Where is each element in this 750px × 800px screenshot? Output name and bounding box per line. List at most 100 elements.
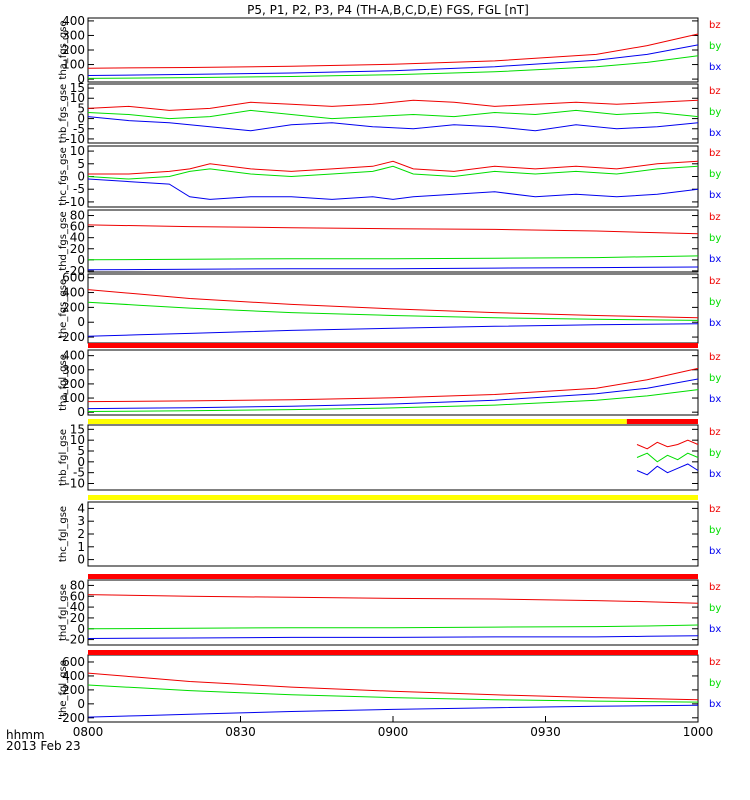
y-tick-label: 5	[77, 101, 85, 115]
legend-by: by	[709, 297, 721, 308]
status-bar-segment	[88, 419, 627, 424]
legend-bz: bz	[709, 212, 721, 223]
legend-by: by	[709, 373, 721, 384]
legend-by: by	[709, 603, 721, 614]
legend-bz: bz	[709, 582, 721, 593]
legend-bx: bx	[709, 254, 721, 265]
y-tick-label: -5	[73, 122, 85, 136]
panel-frame	[87, 209, 699, 273]
series-line-bz	[636, 439, 699, 450]
series-line-by	[87, 301, 699, 321]
x-axis-date-label: 2013 Feb 23	[6, 739, 81, 753]
series-line-bz	[87, 672, 699, 701]
y-tick-label: 15	[70, 422, 85, 436]
series-line-by	[87, 624, 699, 630]
legend-bz: bz	[709, 504, 721, 515]
series-line-by	[87, 109, 699, 120]
legend-bz: bz	[709, 427, 721, 438]
y-tick-label: 10	[70, 91, 85, 105]
y-tick-label: -5	[73, 466, 85, 480]
status-bar-segment	[626, 419, 698, 424]
y-tick-label: 0	[77, 553, 85, 567]
y-tick-label: -200	[58, 711, 85, 725]
panel-ylabel: the_fgs_gse	[58, 279, 69, 338]
y-tick-label: 10	[70, 433, 85, 447]
panel-frame	[87, 83, 699, 144]
legend-bz: bz	[709, 86, 721, 97]
panel-frame	[87, 424, 699, 491]
panel-ylabel: tha_fgl_gse	[58, 354, 69, 411]
y-tick-label: 40	[70, 600, 85, 614]
series-line-by	[87, 389, 699, 412]
legend-bx: bx	[709, 699, 721, 710]
status-bar-segment	[88, 650, 698, 655]
y-tick-label: 15	[70, 81, 85, 95]
series-line-bx	[636, 463, 699, 476]
y-tick-label: 200	[62, 377, 85, 391]
legend-by: by	[709, 678, 721, 689]
y-tick-label: 400	[62, 349, 85, 363]
series-line-by	[87, 684, 699, 703]
y-tick-label: 0	[77, 315, 85, 329]
y-tick-label: 5	[77, 444, 85, 458]
y-tick-label: -200	[58, 330, 85, 344]
series-line-by	[87, 165, 699, 180]
y-tick-label: 100	[62, 391, 85, 405]
panel-frame	[87, 17, 699, 83]
y-tick-label: 20	[70, 611, 85, 625]
y-tick-label: 3	[77, 514, 85, 528]
panel-frame	[87, 579, 699, 646]
panel-ylabel: thd_fgl_gse	[58, 584, 69, 641]
y-tick-label: 0	[77, 253, 85, 267]
legend-bx: bx	[709, 62, 721, 73]
x-tick-label: 0800	[73, 725, 104, 739]
legend-by: by	[709, 169, 721, 180]
y-tick-label: -20	[65, 633, 85, 647]
panel-ylabel: the_fgl_gse	[58, 660, 69, 717]
y-tick-label: 0	[77, 622, 85, 636]
legend-by: by	[709, 525, 721, 536]
x-axis: 0800 0830 0900 0930 1000	[73, 716, 713, 739]
series-line-bx	[87, 704, 699, 718]
y-tick-label: 80	[70, 209, 85, 223]
y-tick-label: -5	[73, 182, 85, 196]
plot-title: P5, P1, P2, P3, P4 (TH-A,B,C,D,E) FGS, F…	[247, 3, 529, 17]
y-tick-label: 300	[62, 28, 85, 42]
y-tick-label: 4	[77, 501, 85, 515]
y-tick-label: 600	[62, 271, 85, 285]
series-line-bz	[87, 99, 699, 111]
legend-by: by	[709, 233, 721, 244]
x-tick-label: 0900	[378, 725, 409, 739]
legend-bz: bz	[709, 148, 721, 159]
y-tick-label: 5	[77, 157, 85, 171]
legend-bx: bx	[709, 624, 721, 635]
series-line-by	[87, 255, 699, 261]
series-line-bz	[87, 33, 699, 69]
y-tick-label: -10	[65, 132, 85, 146]
legend-bz: bz	[709, 276, 721, 287]
legend-bx: bx	[709, 318, 721, 329]
legend-by: by	[709, 448, 721, 459]
y-tick-label: 80	[70, 578, 85, 592]
legend-bx: bx	[709, 546, 721, 557]
y-tick-label: 0	[77, 697, 85, 711]
y-tick-label: 60	[70, 589, 85, 603]
y-tick-label: 1	[77, 540, 85, 554]
series-line-bx	[87, 323, 699, 337]
series-line-by	[636, 452, 699, 463]
panel-ylabel: thc_fgl_gse	[58, 506, 69, 562]
y-tick-label: 0	[77, 72, 85, 86]
y-tick-label: 600	[62, 655, 85, 669]
y-tick-label: -10	[65, 477, 85, 491]
y-tick-label: 20	[70, 242, 85, 256]
y-tick-label: 400	[62, 14, 85, 28]
panel-frame	[87, 349, 699, 416]
series-line-by	[87, 55, 699, 79]
y-tick-label: 400	[62, 286, 85, 300]
legend-by: by	[709, 41, 721, 52]
legend-bx: bx	[709, 394, 721, 405]
